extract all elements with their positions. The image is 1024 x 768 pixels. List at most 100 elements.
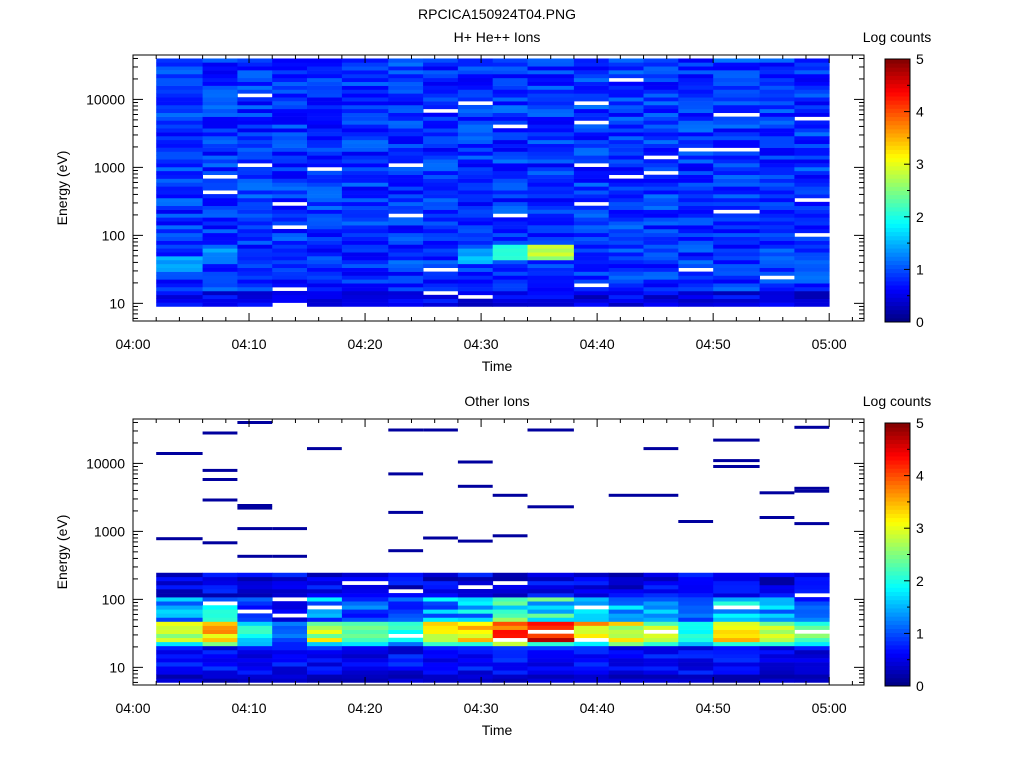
spectrogram-cell — [492, 190, 528, 195]
spectrogram-cell — [713, 58, 760, 63]
spectrogram-cell — [202, 468, 238, 472]
spectrogram-cell — [713, 197, 760, 203]
spectrogram-cell — [423, 536, 458, 540]
spectrogram-cell — [341, 221, 389, 226]
spectrogram-cell — [573, 93, 610, 98]
spectrogram-cell — [202, 478, 238, 481]
spectrogram-cell — [678, 302, 714, 307]
spectrogram-cell — [573, 232, 610, 238]
spectrogram-cell — [237, 143, 273, 148]
spectrogram-cell — [307, 182, 343, 187]
colorbar-step — [885, 554, 910, 560]
spectrogram-cell — [423, 601, 459, 606]
spectrogram-cell — [202, 77, 238, 83]
spectrogram-cell — [272, 178, 308, 183]
spectrogram-cell — [156, 572, 203, 578]
spectrogram-cell — [759, 609, 795, 614]
spectrogram-cell — [307, 147, 343, 152]
spectrogram-cell — [492, 625, 528, 630]
colorbar-tick-label: 4 — [916, 104, 924, 120]
spectrogram-cell — [237, 259, 273, 265]
spectrogram-cell — [457, 666, 494, 671]
spectrogram-cell — [608, 236, 644, 241]
spectrogram-cell — [643, 151, 679, 156]
spectrogram-cell — [608, 73, 644, 79]
x-tick-label: 04:50 — [696, 336, 731, 352]
spectrogram-cell — [388, 143, 424, 148]
spectrogram-cell — [423, 174, 459, 179]
spectrogram-cell — [272, 170, 308, 176]
colorbar-step — [885, 190, 910, 196]
spectrogram-cell — [713, 589, 760, 594]
spectrogram-cell — [388, 670, 424, 675]
spectrogram-cell — [527, 621, 575, 626]
spectrogram-cell — [272, 166, 308, 172]
spectrogram-cell — [307, 159, 343, 164]
colorbar-step — [885, 447, 910, 453]
spectrogram-cell — [573, 641, 610, 647]
spectrogram-cell — [678, 62, 714, 67]
spectrogram-cell — [678, 104, 714, 110]
spectrogram-cell — [307, 155, 343, 160]
spectrogram-cell — [713, 201, 760, 207]
spectrogram-cell — [307, 70, 343, 75]
spectrogram-cell — [713, 205, 760, 210]
spectrogram-cell — [794, 244, 830, 249]
spectrogram-cell — [272, 633, 308, 639]
spectrogram-cell — [307, 221, 343, 226]
spectrogram-cell — [457, 205, 494, 210]
spectrogram-cell — [759, 101, 795, 106]
spectrogram-cell — [202, 85, 238, 90]
spectrogram-cell — [202, 670, 238, 675]
spectrogram-cell — [527, 609, 575, 614]
spectrogram-cell — [713, 124, 760, 129]
spectrogram-cell — [643, 186, 679, 191]
spectrogram-cell — [492, 225, 528, 230]
spectrogram-cell — [527, 132, 575, 137]
spectrogram-cell — [492, 163, 528, 168]
spectrogram-cell — [423, 197, 459, 203]
spectrogram-cell — [527, 641, 575, 647]
spectrogram-cell — [573, 89, 610, 94]
spectrogram-cell — [794, 580, 830, 586]
spectrogram-cell — [272, 290, 308, 296]
spectrogram-cell — [237, 576, 273, 582]
spectrogram-cell — [388, 197, 424, 203]
spectrogram-cell — [341, 597, 389, 602]
spectrogram-cell — [492, 597, 528, 602]
spectrogram-cell — [643, 678, 679, 683]
spectrogram-cell — [573, 225, 610, 230]
spectrogram-cell — [307, 225, 343, 230]
spectrogram-cell — [573, 209, 610, 214]
spectrogram-cell — [457, 605, 494, 610]
spectrogram-cell — [272, 244, 308, 249]
colorbar-step — [885, 492, 910, 498]
spectrogram-cell — [272, 649, 308, 655]
spectrogram-cell — [759, 128, 795, 133]
spectrogram-cell — [388, 259, 424, 265]
spectrogram-cell — [678, 678, 714, 683]
spectrogram-cell — [713, 108, 760, 114]
spectrogram-cell — [794, 605, 830, 610]
spectrogram-cell — [794, 625, 830, 630]
spectrogram-cell — [388, 472, 424, 476]
spectrogram-cell — [759, 166, 795, 172]
spectrogram-cell — [492, 617, 528, 622]
colorbar-step — [885, 468, 910, 473]
spectrogram-cell — [341, 279, 389, 284]
spectrogram-cell — [713, 81, 760, 86]
spectrogram-cell — [307, 93, 343, 98]
spectrogram-cell — [794, 271, 830, 276]
spectrogram-cell — [202, 248, 238, 253]
spectrogram-cell — [713, 662, 760, 667]
spectrogram-cell — [527, 174, 575, 179]
spectrogram-cell — [643, 593, 679, 598]
spectrogram-cell — [388, 104, 424, 110]
spectrogram-cell — [237, 240, 273, 245]
spectrogram-cell — [527, 112, 575, 117]
spectrogram-cell — [608, 178, 644, 183]
spectrogram-cell — [794, 159, 830, 164]
spectrogram-cell — [492, 139, 528, 145]
spectrogram-cell — [272, 279, 308, 284]
spectrogram-cell — [678, 580, 714, 586]
